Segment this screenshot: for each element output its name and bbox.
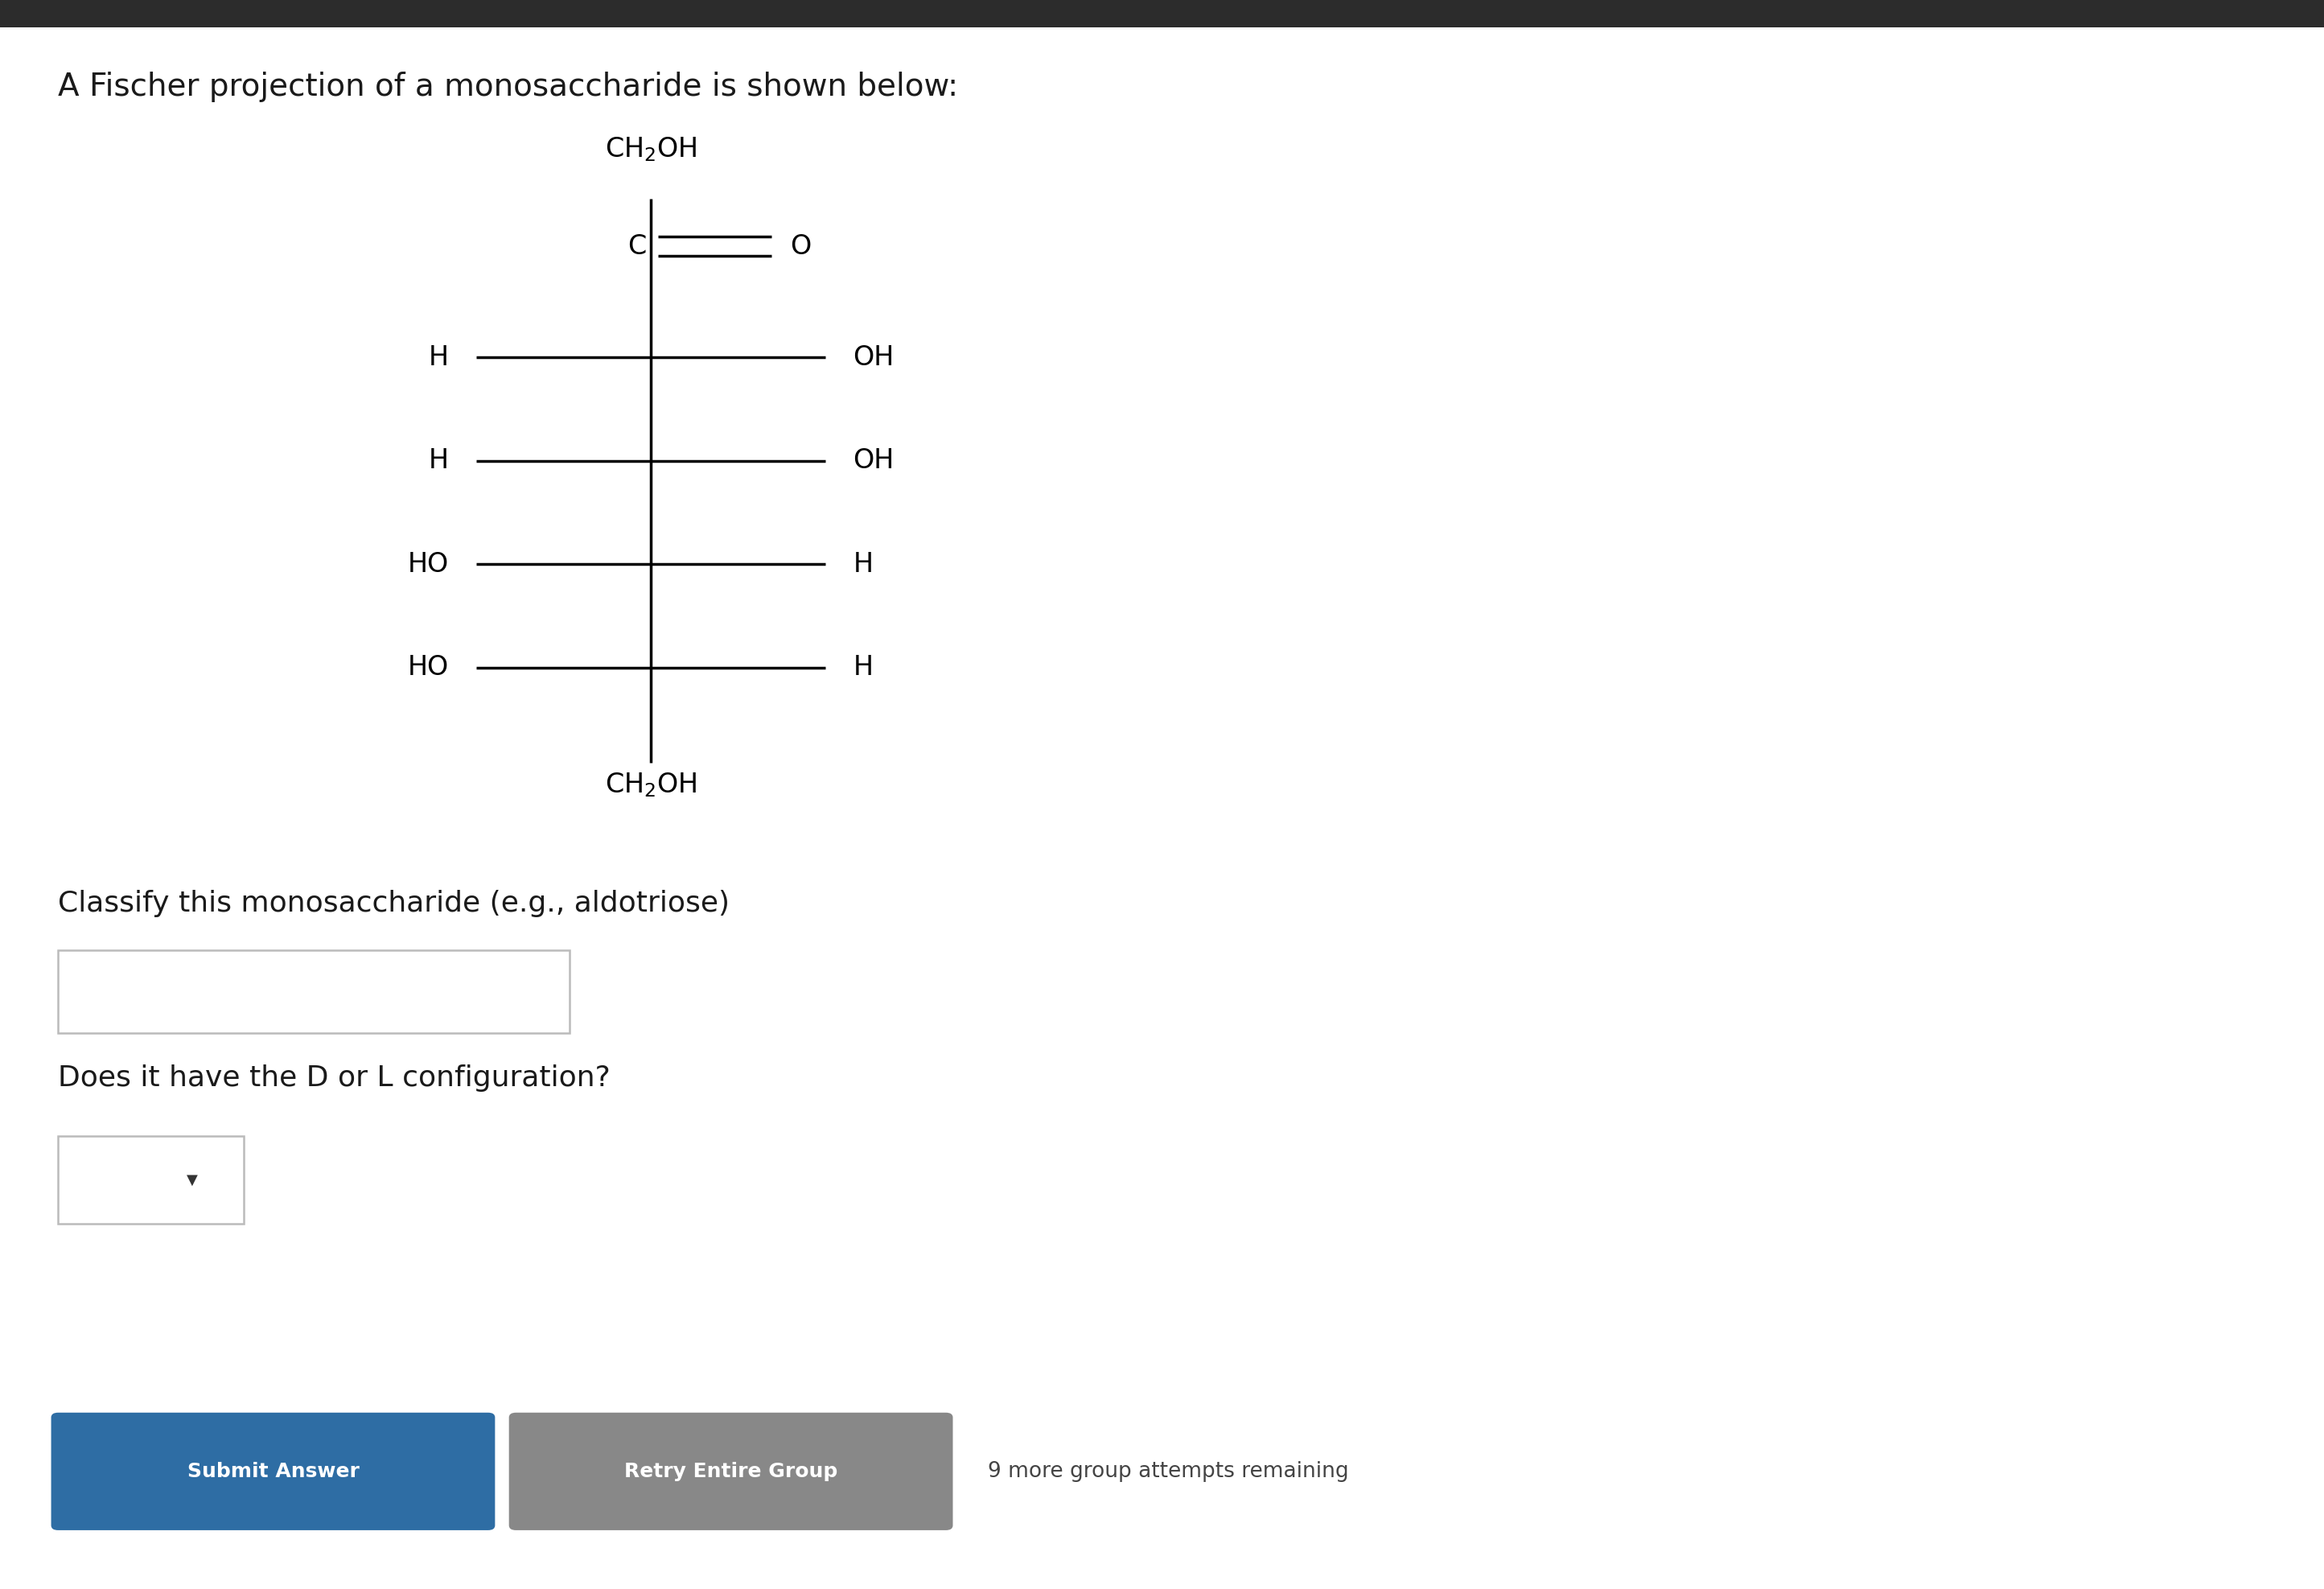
Text: Does it have the D or L configuration?: Does it have the D or L configuration? xyxy=(58,1065,611,1092)
Text: Classify this monosaccharide (e.g., aldotriose): Classify this monosaccharide (e.g., aldo… xyxy=(58,890,730,917)
FancyBboxPatch shape xyxy=(58,1136,244,1224)
Text: H: H xyxy=(853,655,874,680)
Text: C: C xyxy=(627,234,646,259)
Text: H: H xyxy=(428,345,449,370)
Text: $\mathregular{CH_2OH}$: $\mathregular{CH_2OH}$ xyxy=(604,771,697,799)
Text: A Fischer projection of a monosaccharide is shown below:: A Fischer projection of a monosaccharide… xyxy=(58,72,957,102)
FancyBboxPatch shape xyxy=(51,1413,495,1530)
Text: 9 more group attempts remaining: 9 more group attempts remaining xyxy=(988,1460,1348,1483)
Text: H: H xyxy=(428,448,449,474)
Text: ▼: ▼ xyxy=(186,1173,198,1187)
FancyBboxPatch shape xyxy=(509,1413,953,1530)
Text: Retry Entire Group: Retry Entire Group xyxy=(625,1462,837,1481)
FancyBboxPatch shape xyxy=(0,0,2324,27)
Text: O: O xyxy=(790,234,811,259)
Text: H: H xyxy=(853,551,874,577)
FancyBboxPatch shape xyxy=(58,950,569,1033)
Text: HO: HO xyxy=(407,551,449,577)
Text: HO: HO xyxy=(407,655,449,680)
Text: OH: OH xyxy=(853,345,895,370)
Text: Submit Answer: Submit Answer xyxy=(186,1462,360,1481)
Text: $\mathregular{CH_2OH}$: $\mathregular{CH_2OH}$ xyxy=(604,135,697,164)
Text: OH: OH xyxy=(853,448,895,474)
